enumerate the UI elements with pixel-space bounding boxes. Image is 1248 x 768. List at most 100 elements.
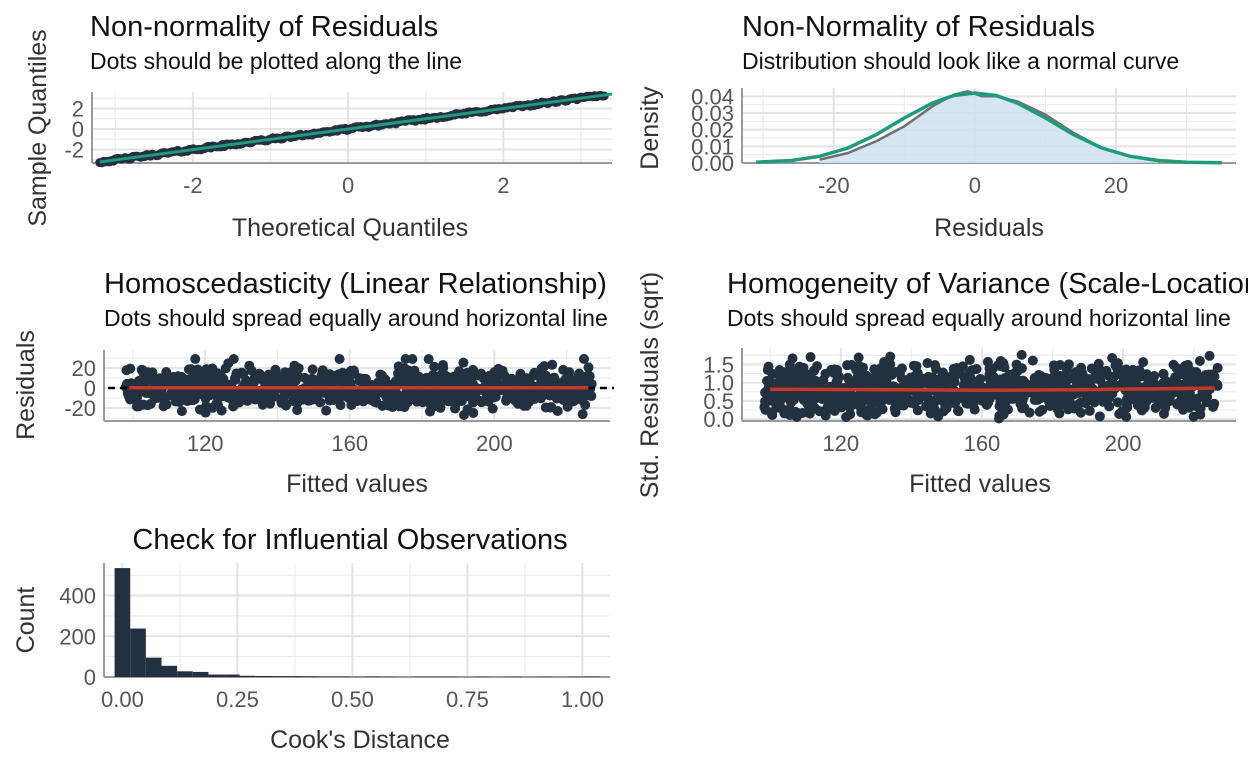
scale-location-point [933, 411, 944, 422]
residual-point [451, 397, 462, 408]
residual-point [257, 374, 268, 385]
scale-location-point [1024, 407, 1035, 418]
y-tick-label: -20 [64, 396, 96, 421]
histogram-bar [145, 657, 162, 677]
x-tick-label: 200 [476, 431, 513, 456]
y-tick-label: 1.0 [703, 371, 734, 396]
qq-reference-line [99, 92, 613, 164]
residual-point [540, 402, 551, 413]
scale-location-point [871, 407, 882, 418]
data-layer-density [756, 89, 1222, 165]
residual-point [336, 375, 347, 386]
scale-location-point [1182, 359, 1193, 370]
scale-location-point [856, 407, 867, 418]
scale-location-point [791, 411, 802, 422]
x-tick-label: 0 [969, 173, 981, 198]
scale-location-point [921, 401, 932, 412]
histogram-bar [130, 628, 146, 677]
scale-location-point [767, 368, 778, 379]
scale-location-point [1122, 402, 1133, 413]
residual-point [425, 406, 436, 417]
x-tick-label: 1.00 [561, 687, 604, 712]
residual-point [249, 389, 260, 400]
scale-location-point [1138, 357, 1149, 368]
residual-point [569, 387, 580, 398]
scale-location-point [1150, 390, 1161, 401]
x-axis-title: Residuals [934, 214, 1044, 242]
residual-point [552, 405, 563, 416]
scale-location-point [1027, 355, 1038, 366]
scale-location-point [766, 407, 777, 418]
scale-location-point [1104, 401, 1115, 412]
plot-title: Homoscedasticity (Linear Relationship) [104, 268, 607, 300]
scale-location-point [1086, 390, 1097, 401]
y-tick-label: 0.02 [691, 118, 734, 143]
residual-point [161, 399, 172, 410]
data-layer-qq [95, 90, 613, 168]
scale-location-point [1052, 375, 1063, 386]
scale-location-point [774, 375, 785, 386]
panel-title-clip-masks [628, 262, 638, 326]
y-tick-label: 0.04 [691, 84, 734, 109]
residual-point [323, 389, 334, 400]
residual-point [354, 373, 365, 384]
residual-point [217, 373, 228, 384]
residual-point [302, 374, 313, 385]
residual-point [275, 371, 286, 382]
plot-subtitle: Dots should spread equally around horizo… [104, 305, 608, 331]
y-tick-label: 0.00 [691, 151, 734, 176]
residual-point [159, 377, 170, 388]
residual-point [487, 403, 498, 414]
scale-location-point [1204, 350, 1215, 361]
residual-point [365, 394, 376, 405]
y-tick-label: 20 [72, 356, 96, 381]
normal-curve-line [756, 91, 1222, 165]
residual-point [201, 374, 212, 385]
x-axis-title: Theoretical Quantiles [232, 214, 468, 242]
y-tick-label: 0 [84, 665, 96, 690]
histogram-bar [161, 665, 178, 677]
plot-subtitle: Dots should spread equally around horizo… [727, 305, 1231, 331]
residual-point [228, 354, 239, 364]
residual-point [145, 398, 156, 409]
scale-location-point [1160, 402, 1171, 413]
scale-location-point [878, 390, 889, 401]
residual-point [521, 375, 532, 386]
residual-point [171, 388, 182, 399]
residual-point [410, 390, 421, 401]
residual-point [220, 363, 231, 374]
scale-location-point [787, 353, 798, 364]
residual-point [490, 391, 501, 402]
residual-point [334, 354, 345, 364]
residual-point [246, 365, 257, 376]
scale-location-point [1080, 397, 1091, 408]
scale-location-point [971, 363, 982, 374]
residual-point [528, 369, 539, 380]
scale-location-point [911, 361, 922, 372]
residual-point [133, 401, 144, 412]
scale-location-point [1141, 369, 1152, 380]
residual-point [265, 398, 276, 409]
y-tick-label: 0.5 [703, 389, 734, 414]
residual-point [309, 389, 320, 400]
scale-location-point [1194, 356, 1205, 367]
scale-location-point [964, 354, 975, 365]
residual-point [183, 364, 194, 375]
scale-location-point [1112, 397, 1123, 408]
residual-point [468, 407, 479, 418]
scale-location-point [969, 404, 980, 415]
histogram-bar [208, 674, 225, 677]
scale-location-point [922, 358, 933, 369]
scale-location-point [942, 400, 953, 411]
residual-point [187, 395, 198, 406]
scale-location-point [919, 377, 930, 388]
x-tick-label: 120 [822, 431, 859, 456]
scale-location-point [1109, 371, 1120, 382]
residual-point [190, 354, 201, 364]
residual-point [297, 394, 308, 405]
residual-point [443, 391, 454, 402]
scale-location-point [1091, 373, 1102, 384]
plot-subtitle: Distribution should look like a normal c… [742, 48, 1179, 74]
